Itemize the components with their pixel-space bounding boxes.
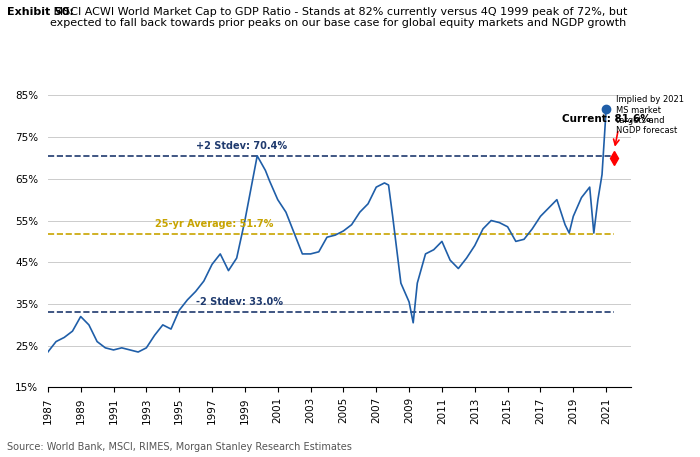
Text: Exhibit 50:: Exhibit 50:: [7, 7, 74, 17]
Text: -2 Stdev: 33.0%: -2 Stdev: 33.0%: [195, 298, 283, 308]
Text: Current: 81.6%: Current: 81.6%: [562, 114, 650, 124]
Text: Source: World Bank, MSCI, RIMES, Morgan Stanley Research Estimates: Source: World Bank, MSCI, RIMES, Morgan …: [7, 442, 352, 452]
Text: 25-yr Average: 51.7%: 25-yr Average: 51.7%: [155, 219, 273, 229]
Text: Implied by 2021
MS market
targets and
NGDP forecast: Implied by 2021 MS market targets and NG…: [616, 95, 684, 135]
Text: +2 Stdev: 70.4%: +2 Stdev: 70.4%: [195, 141, 287, 151]
Text: MSCI ACWI World Market Cap to GDP Ratio - Stands at 82% currently versus 4Q 1999: MSCI ACWI World Market Cap to GDP Ratio …: [50, 7, 628, 28]
